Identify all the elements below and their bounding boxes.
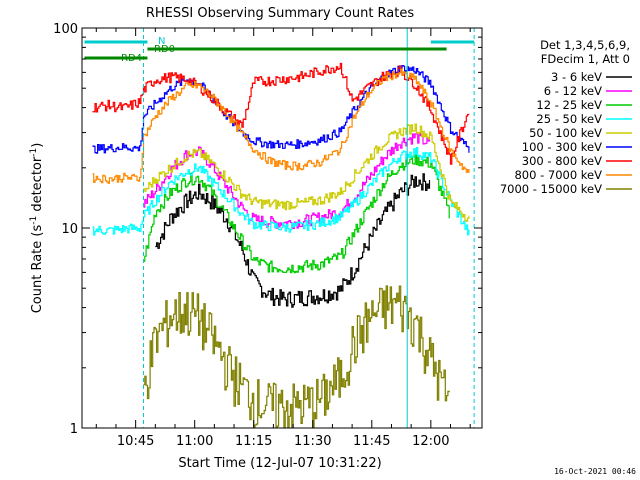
series-line (143, 123, 470, 222)
series-layer (92, 62, 470, 428)
series-line (155, 173, 431, 308)
chart-title: RHESSI Observing Summary Count Rates (146, 6, 415, 21)
legend-entry-label: 100 - 300 keV (522, 140, 602, 154)
y-axis-label: Count Rate (s-1 detector-1) (29, 143, 45, 314)
x-tick-label: 11:15 (235, 434, 272, 449)
series-line (92, 62, 470, 165)
y-tick-label: 100 (53, 22, 78, 37)
y-axis-label-main: Count Rate (s (30, 225, 45, 314)
legend-entry-label: 25 - 50 keV (536, 112, 602, 126)
x-tick-label: 11:30 (294, 434, 331, 449)
series-800-7000-kev (92, 68, 470, 184)
legend-header-line2: FDecim 1, Att 0 (541, 52, 630, 66)
y-axis-label-sup: -1 (29, 216, 39, 225)
series-line (92, 68, 470, 184)
x-tick-label: 11:00 (176, 434, 213, 449)
series-300-800-kev (92, 62, 470, 165)
legend-entry-label: 12 - 25 keV (536, 98, 602, 112)
series-12-25-kev (143, 153, 450, 274)
series-25-50-kev (92, 147, 470, 236)
series-line (143, 285, 450, 428)
legend-entry-label: 3 - 6 keV (551, 70, 602, 84)
series-7000-15000-kev (143, 285, 450, 428)
x-axis: 10:45 11:00 11:15 11:30 11:45 12:00 (95, 28, 471, 449)
y-axis: 1 10 100 (53, 22, 482, 437)
y-tick-label: 1 (70, 422, 78, 437)
series-50-100-kev (143, 123, 470, 222)
legend-entry-label: 300 - 800 keV (522, 154, 602, 168)
x-tick-label: 11:45 (353, 434, 390, 449)
legend-entry-label: 800 - 7000 keV (514, 168, 602, 182)
x-tick-label: 10:45 (117, 434, 154, 449)
y-axis-label-sup2: -1 (29, 148, 39, 157)
flag-label: RD0 (154, 44, 175, 55)
x-tick-label: 12:00 (412, 434, 449, 449)
legend-entry-label: 7000 - 15000 keV (500, 182, 602, 196)
series-line (143, 153, 450, 274)
series-line (92, 147, 470, 236)
legend-header-line1: Det 1,3,4,5,6,9, (540, 38, 630, 52)
plot-area (84, 28, 475, 428)
y-axis-label-end: ) (30, 143, 45, 148)
flag-bars (84, 40, 475, 60)
flag-label: N (158, 36, 165, 47)
legend-entry-label: 6 - 12 keV (544, 84, 602, 98)
y-tick-label: 10 (61, 222, 78, 237)
legend: Det 1,3,4,5,6,9, FDecim 1, Att 0 3 - 6 k… (500, 38, 632, 196)
footer-timestamp: 16-Oct-2021 00:46 (554, 467, 636, 476)
y-axis-label-tail: detector (30, 156, 45, 216)
legend-entry-label: 50 - 100 keV (529, 126, 602, 140)
series-3-6-kev (155, 173, 431, 308)
flag-label: RD4 (121, 53, 142, 64)
x-axis-label: Start Time (12-Jul-07 10:31:22) (178, 456, 381, 471)
